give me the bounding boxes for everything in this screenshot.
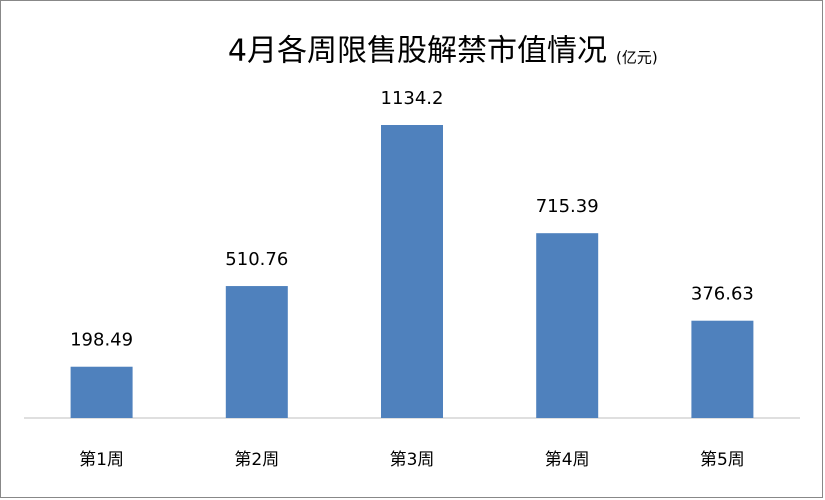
- bar: [70, 366, 133, 418]
- value-label: 376.63: [691, 284, 754, 305]
- x-tick-label: 第3周: [390, 450, 435, 470]
- value-label: 1134.2: [381, 88, 444, 109]
- value-label: 715.39: [536, 196, 599, 217]
- bar: [381, 125, 443, 418]
- bar: [691, 320, 754, 418]
- bar: [536, 233, 599, 418]
- x-tick-label: 第2周: [234, 450, 279, 470]
- bar: [225, 286, 288, 418]
- chart-title: 4月各周限售股解禁市值情况: [228, 34, 607, 69]
- value-label: 198.49: [70, 330, 133, 351]
- x-tick-label: 第4周: [545, 450, 590, 470]
- x-tick-label: 第1周: [79, 450, 124, 470]
- x-tick-label: 第5周: [700, 450, 745, 470]
- value-label: 510.76: [225, 249, 288, 270]
- chart-subtitle: (亿元): [616, 49, 658, 67]
